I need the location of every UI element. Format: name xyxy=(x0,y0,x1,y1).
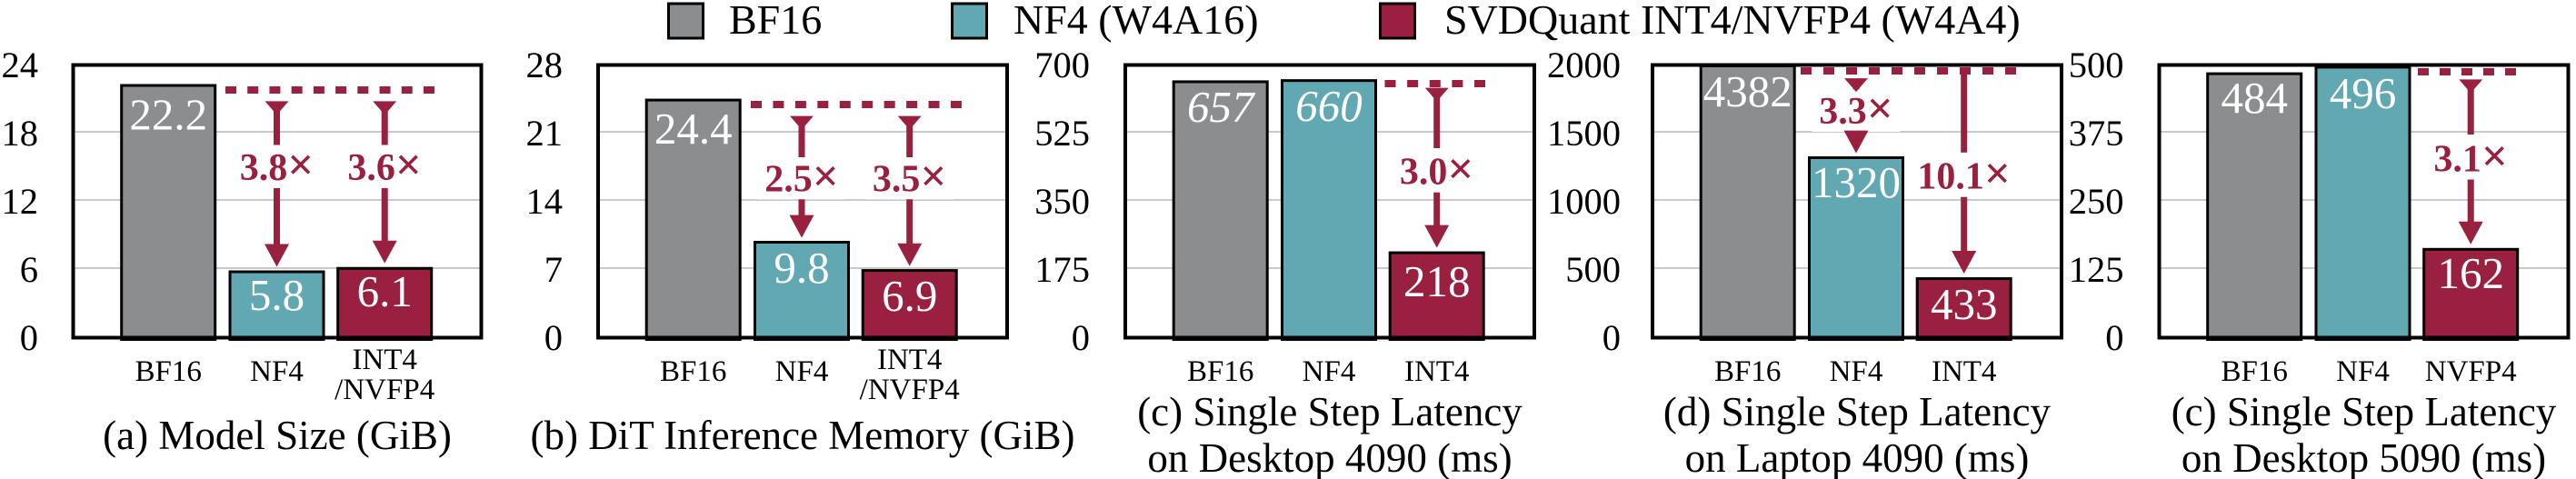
svg-text:INT4: INT4 xyxy=(352,344,416,376)
svg-text:375: 375 xyxy=(2069,113,2124,154)
svg-text:BF16: BF16 xyxy=(729,0,822,43)
svg-text:0: 0 xyxy=(20,317,38,358)
svg-text:BF16: BF16 xyxy=(660,355,726,388)
svg-text:(c) Single Step Latency: (c) Single Step Latency xyxy=(1137,389,1523,434)
svg-text:12: 12 xyxy=(2,181,39,222)
svg-text:2.5×: 2.5× xyxy=(764,151,839,202)
svg-text:500: 500 xyxy=(1565,249,1621,290)
svg-text:5.8: 5.8 xyxy=(249,270,305,320)
svg-text:24: 24 xyxy=(2,45,39,85)
svg-text:4382: 4382 xyxy=(1703,66,1792,116)
svg-text:INT4: INT4 xyxy=(877,344,942,376)
svg-text:/NVFP4: /NVFP4 xyxy=(860,374,960,406)
svg-text:INT4: INT4 xyxy=(1932,355,1996,388)
svg-text:BF16: BF16 xyxy=(2222,355,2288,388)
svg-text:700: 700 xyxy=(1034,45,1090,85)
svg-text:(c) Single Step Latency: (c) Single Step Latency xyxy=(2172,389,2557,434)
svg-text:6.1: 6.1 xyxy=(357,266,413,316)
svg-text:433: 433 xyxy=(1931,279,1998,329)
svg-text:21: 21 xyxy=(526,113,564,154)
svg-text:3.0×: 3.0× xyxy=(1400,145,1474,195)
svg-text:0: 0 xyxy=(1603,317,1621,358)
svg-text:350: 350 xyxy=(1034,181,1090,222)
svg-text:0: 0 xyxy=(1072,317,1090,358)
svg-text:/NVFP4: /NVFP4 xyxy=(334,374,434,406)
svg-text:24.4: 24.4 xyxy=(654,104,733,154)
svg-text:660: 660 xyxy=(1295,81,1363,131)
svg-text:on Laptop 4090 (ms): on Laptop 4090 (ms) xyxy=(1685,435,2030,479)
svg-text:0: 0 xyxy=(544,317,563,358)
svg-text:657: 657 xyxy=(1187,82,1256,132)
svg-text:3.1×: 3.1× xyxy=(2433,132,2508,183)
svg-text:9.8: 9.8 xyxy=(774,243,829,293)
svg-text:3.5×: 3.5× xyxy=(873,151,947,202)
svg-text:BF16: BF16 xyxy=(135,355,202,388)
svg-text:NVFP4: NVFP4 xyxy=(2425,355,2517,388)
svg-text:(b) DiT Inference Memory (GiB): (b) DiT Inference Memory (GiB) xyxy=(531,413,1075,458)
svg-text:500: 500 xyxy=(2069,45,2124,85)
svg-text:28: 28 xyxy=(526,45,564,85)
svg-text:22.2: 22.2 xyxy=(129,90,207,140)
svg-text:on Desktop 4090 (ms): on Desktop 4090 (ms) xyxy=(1147,435,1512,479)
svg-text:162: 162 xyxy=(2437,248,2504,298)
svg-text:1320: 1320 xyxy=(1812,157,1901,207)
svg-text:SVDQuant INT4/NVFP4 (W4A4): SVDQuant INT4/NVFP4 (W4A4) xyxy=(1444,0,2021,43)
svg-text:484: 484 xyxy=(2221,73,2288,123)
svg-text:NF4 (W4A16): NF4 (W4A16) xyxy=(1013,0,1259,43)
svg-text:250: 250 xyxy=(2069,181,2124,222)
svg-text:NF4: NF4 xyxy=(1830,355,1883,388)
svg-text:6: 6 xyxy=(20,249,38,290)
svg-text:7: 7 xyxy=(544,249,563,290)
svg-text:3.8×: 3.8× xyxy=(240,140,315,191)
svg-text:14: 14 xyxy=(526,181,564,222)
svg-text:BF16: BF16 xyxy=(1714,355,1781,388)
svg-text:(d) Single Step Latency: (d) Single Step Latency xyxy=(1663,389,2052,434)
svg-text:10.1×: 10.1× xyxy=(1917,149,2011,200)
svg-text:6.9: 6.9 xyxy=(882,271,937,321)
svg-text:BF16: BF16 xyxy=(1187,355,1253,388)
svg-text:1500: 1500 xyxy=(1547,113,1621,154)
svg-text:525: 525 xyxy=(1034,113,1090,154)
svg-text:2000: 2000 xyxy=(1547,45,1621,85)
svg-text:NF4: NF4 xyxy=(1303,355,1356,388)
svg-text:NF4: NF4 xyxy=(2336,355,2390,388)
svg-text:175: 175 xyxy=(1034,249,1090,290)
svg-text:3.3×: 3.3× xyxy=(1819,84,1893,135)
svg-text:INT4: INT4 xyxy=(1404,355,1469,388)
svg-text:125: 125 xyxy=(2069,249,2124,290)
svg-text:496: 496 xyxy=(2330,68,2397,118)
svg-text:NF4: NF4 xyxy=(250,355,304,388)
svg-text:18: 18 xyxy=(2,113,39,154)
svg-text:(a) Model Size (GiB): (a) Model Size (GiB) xyxy=(103,413,452,458)
svg-text:0: 0 xyxy=(2105,317,2123,358)
svg-text:218: 218 xyxy=(1403,256,1471,306)
svg-text:1000: 1000 xyxy=(1547,181,1621,222)
svg-text:on Desktop 5090 (ms): on Desktop 5090 (ms) xyxy=(2182,435,2546,479)
svg-text:NF4: NF4 xyxy=(775,355,829,388)
svg-text:3.6×: 3.6× xyxy=(347,140,422,191)
